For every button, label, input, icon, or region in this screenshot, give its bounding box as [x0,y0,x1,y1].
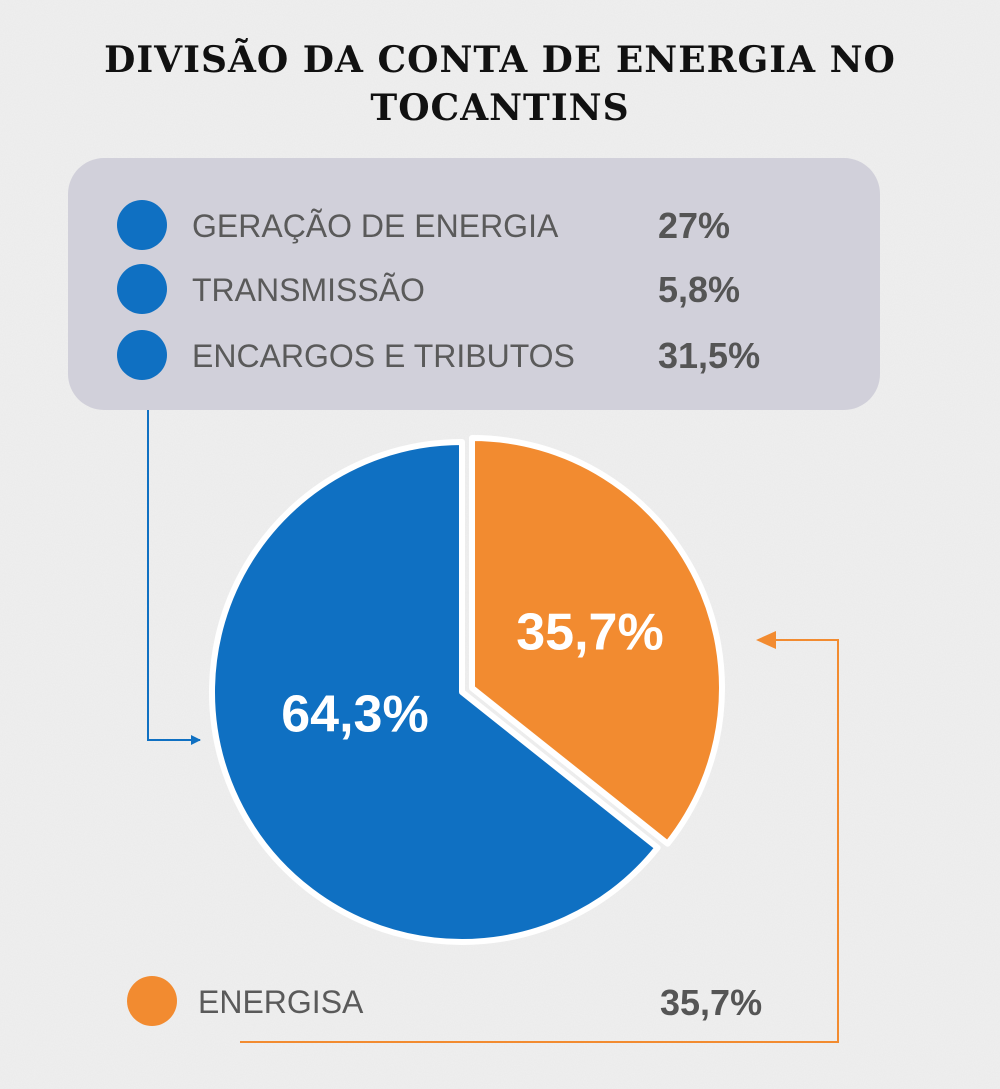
legend-label: TRANSMISSÃO [192,272,425,308]
pie-slice-energisa [469,435,725,847]
legend-label: ENCARGOS E TRIBUTOS [192,338,575,374]
chart-title: DIVISÃO DA CONTA DE ENERGIA NO TOCANTINS [104,39,896,129]
blue-dot-icon [117,264,167,314]
breakdown-legend-panel: GERAÇÃO DE ENERGIA 27% TRANSMISSÃO 5,8% … [68,158,880,410]
legend-row-encargos: ENCARGOS E TRIBUTOS 31,5% [68,330,880,380]
legend-value: 31,5% [658,335,761,376]
pie-slice-data-label: 35,7% [516,604,663,662]
pie-slice-data-label: 64,3% [281,686,428,744]
energisa-label: ENERGISA [198,984,364,1020]
blue-connector-arrow [147,410,201,745]
legend-row-transmissao: TRANSMISSÃO 5,8% [68,264,880,314]
legend-row-geracao: GERAÇÃO DE ENERGIA 27% [68,200,880,250]
blue-dot-icon [117,330,167,380]
orange-connector-arrow [240,639,839,1043]
legend-label: GERAÇÃO DE ENERGIA [192,208,559,244]
pie-slice-other [209,439,661,945]
energisa-value: 35,7% [660,982,763,1023]
legend-value: 5,8% [658,269,741,310]
blue-dot-icon [117,200,167,250]
legend-value: 27% [658,205,731,246]
orange-dot-icon [127,976,177,1026]
orange-arrowhead-icon [756,631,776,649]
